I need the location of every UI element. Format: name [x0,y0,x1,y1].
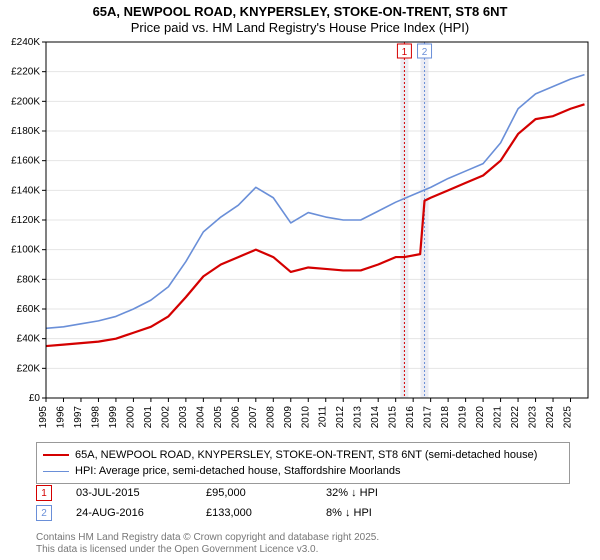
svg-text:2012: 2012 [335,406,346,429]
svg-text:2018: 2018 [440,406,451,429]
svg-text:2001: 2001 [143,406,154,429]
svg-text:1998: 1998 [90,406,101,429]
marker-row-2: 2 24-AUG-2016 £133,000 8% ↓ HPI [36,504,570,522]
marker-1-date: 03-JUL-2015 [76,487,206,499]
svg-text:2014: 2014 [370,406,381,429]
svg-text:2020: 2020 [475,406,486,429]
footer: Contains HM Land Registry data © Crown c… [36,532,379,556]
svg-text:2017: 2017 [423,406,434,429]
footer-line1: Contains HM Land Registry data © Crown c… [36,532,379,544]
svg-text:£180K: £180K [11,126,40,137]
svg-text:£60K: £60K [17,304,41,315]
marker-badge-1: 1 [36,485,52,501]
svg-text:2004: 2004 [195,406,206,429]
svg-text:£140K: £140K [11,185,40,196]
chart-plot: £0 £20K £40K £60K £80K £100K £120K £140K £160K £1… [0,38,600,438]
marker-badge-2-num: 2 [41,508,47,519]
svg-text:2002: 2002 [160,406,171,429]
svg-text:2022: 2022 [510,406,521,429]
svg-text:£220K: £220K [11,67,40,78]
svg-text:1999: 1999 [108,406,119,429]
svg-text:£20K: £20K [17,363,41,374]
legend-swatch-property [43,454,69,456]
svg-text:2016: 2016 [405,406,416,429]
svg-text:2019: 2019 [458,406,469,429]
svg-text:£160K: £160K [11,156,40,167]
svg-text:2021: 2021 [493,406,504,429]
svg-text:£120K: £120K [11,215,40,226]
footer-line2: This data is licensed under the Open Gov… [36,544,379,556]
svg-text:2013: 2013 [353,406,364,429]
legend-item-property: 65A, NEWPOOL ROAD, KNYPERSLEY, STOKE-ON-… [43,447,563,463]
svg-text:2000: 2000 [125,406,136,429]
legend-swatch-hpi [43,471,69,472]
svg-text:£80K: £80K [17,274,41,285]
marker-2-delta: 8% ↓ HPI [326,507,476,519]
svg-text:£40K: £40K [17,334,41,345]
chart-title-line2: Price paid vs. HM Land Registry's House … [0,20,600,36]
legend-item-hpi: HPI: Average price, semi-detached house,… [43,463,563,479]
svg-text:2015: 2015 [388,406,399,429]
svg-text:2009: 2009 [283,406,294,429]
marker-2-date: 24-AUG-2016 [76,507,206,519]
svg-text:2025: 2025 [563,406,574,429]
svg-text:1996: 1996 [55,406,66,429]
marker-1-price: £95,000 [206,487,326,499]
marker-1-delta: 32% ↓ HPI [326,487,476,499]
marker-row-1: 1 03-JUL-2015 £95,000 32% ↓ HPI [36,484,570,502]
svg-text:2008: 2008 [265,406,276,429]
svg-text:2010: 2010 [300,406,311,429]
svg-text:2007: 2007 [248,406,259,429]
svg-text:£200K: £200K [11,96,40,107]
legend-label-property: 65A, NEWPOOL ROAD, KNYPERSLEY, STOKE-ON-… [75,449,537,461]
svg-text:2011: 2011 [318,406,329,428]
marker-badge-2: 2 [36,505,52,521]
svg-text:2006: 2006 [230,406,241,429]
legend-label-hpi: HPI: Average price, semi-detached house,… [75,465,401,477]
svg-text:2003: 2003 [178,406,189,429]
svg-text:2005: 2005 [213,406,224,429]
svg-text:£100K: £100K [11,245,40,256]
chart-title-line1: 65A, NEWPOOL ROAD, KNYPERSLEY, STOKE-ON-… [0,4,600,20]
svg-text:2023: 2023 [528,406,539,429]
svg-text:£240K: £240K [11,38,40,48]
svg-text:£0: £0 [29,393,41,404]
chart-title-block: 65A, NEWPOOL ROAD, KNYPERSLEY, STOKE-ON-… [0,0,600,37]
chart-container: 65A, NEWPOOL ROAD, KNYPERSLEY, STOKE-ON-… [0,0,600,560]
svg-text:1997: 1997 [73,406,84,429]
svg-text:2024: 2024 [545,406,556,429]
line-chart-svg: £0 £20K £40K £60K £80K £100K £120K £140K £160K £1… [0,38,600,438]
svg-text:1: 1 [402,47,408,58]
marker-badge-1-num: 1 [41,488,47,499]
svg-text:2: 2 [422,47,428,58]
svg-text:1995: 1995 [38,406,49,429]
legend: 65A, NEWPOOL ROAD, KNYPERSLEY, STOKE-ON-… [36,442,570,484]
marker-2-price: £133,000 [206,507,326,519]
